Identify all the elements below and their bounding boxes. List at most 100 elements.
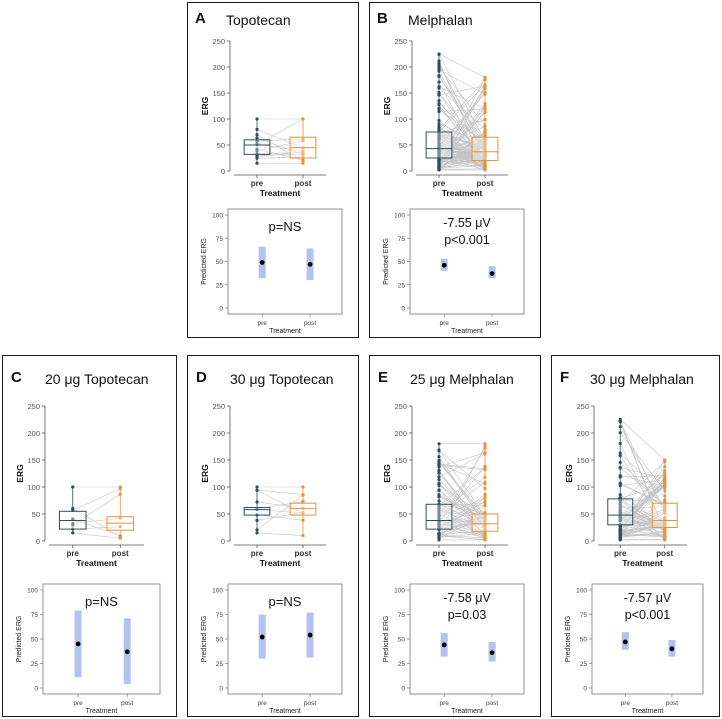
panel-a: A Topotecan 0 50 100 150 200 250 ERG pre post Tre… — [187, 2, 359, 338]
paired-line — [438, 77, 486, 166]
paired-line — [438, 87, 486, 130]
post-point — [483, 442, 487, 446]
pre-point — [255, 139, 259, 143]
x-tick-label: pre — [257, 320, 267, 327]
y-tick-label: 0 — [221, 167, 225, 176]
y-tick-label: 50 — [32, 510, 40, 519]
panel-d: D 30 μg Topotecan 0 50 100 150 200 250 ERG pre p… — [187, 355, 359, 717]
x-tick-label: pre — [439, 320, 449, 327]
predicted-plot-frame — [42, 583, 161, 695]
paired-line — [620, 534, 665, 537]
pre-point — [71, 517, 75, 521]
y-axis-label: ERG — [200, 464, 210, 483]
paired-line — [620, 466, 665, 526]
pre-point — [437, 505, 441, 509]
paired-line — [438, 79, 486, 130]
post-box — [471, 136, 499, 162]
paired-line — [438, 516, 486, 534]
y-tick-label: 0 — [583, 686, 587, 693]
y-axis-label: ERG — [564, 464, 574, 483]
x-tick-label: pre — [251, 549, 264, 558]
paired-line — [256, 156, 304, 159]
y-tick-label: 50 — [398, 259, 406, 266]
paired-line — [438, 134, 486, 165]
y-tick-label: 50 — [216, 259, 224, 266]
y-tick-label: 100 — [27, 483, 40, 492]
post-point — [483, 154, 487, 158]
pre-point — [437, 136, 441, 140]
panel-d-title: 30 μg Topotecan — [230, 371, 334, 387]
y-axis-label: Predicted ERG — [201, 616, 208, 663]
y-axis-label: ERG — [382, 464, 392, 483]
post-point — [118, 525, 122, 529]
paired-line — [438, 534, 486, 541]
paired-line — [438, 81, 486, 170]
paired-line — [438, 509, 486, 529]
panel-e: E 25 μg Melphalan 0 50 100 150 200 250 ERG pre p… — [369, 355, 541, 717]
post-point — [483, 515, 487, 519]
paired-line — [438, 510, 486, 519]
pre-point — [255, 147, 259, 151]
x-axis-label: Treatment — [632, 708, 664, 715]
y-axis-label: Predicted ERG — [383, 238, 390, 285]
paired-line — [438, 513, 486, 535]
post-point — [483, 139, 487, 144]
paired-line — [256, 511, 304, 521]
y-axis-label: ERG — [200, 96, 210, 115]
paired-line — [438, 467, 486, 507]
x-axis-label: Treatment — [451, 328, 483, 335]
effect-size-annotation: -7.57 μV — [624, 591, 672, 605]
significance-annotation: p=NS — [269, 219, 302, 234]
pre-point — [255, 531, 259, 535]
y-tick-label: 0 — [219, 686, 223, 693]
y-tick-label: 250 — [576, 402, 589, 411]
pre-point — [437, 507, 441, 512]
paired-line — [438, 75, 486, 153]
y-tick-label: 200 — [212, 63, 225, 72]
y-tick-label: 50 — [580, 637, 588, 644]
paired-line — [620, 479, 665, 530]
paired-line — [619, 455, 666, 525]
paired-line — [438, 452, 486, 468]
pre-box — [425, 503, 453, 530]
x-axis-label: Treatment — [442, 188, 483, 198]
x-tick-label: pre — [621, 700, 631, 707]
y-tick-label: 100 — [576, 588, 587, 595]
y-tick-label: 150 — [394, 456, 407, 465]
post-box — [289, 502, 317, 516]
predicted-plot-frame — [409, 583, 525, 695]
paired-line — [256, 532, 304, 536]
panel-b: B Melphalan 0 50 100 150 200 250 ERG pre post Tre… — [369, 2, 541, 338]
y-tick-label: 200 — [394, 63, 407, 72]
paired-line — [72, 518, 121, 537]
y-tick-label: 200 — [394, 429, 407, 438]
y-axis-label: Predicted ERG — [383, 616, 390, 663]
effect-size-annotation: -7.55 μV — [443, 216, 491, 230]
pre-point — [618, 515, 622, 519]
panel-a-title: Topotecan — [226, 12, 291, 28]
paired-line — [620, 475, 665, 478]
p-value-annotation: p=0.03 — [448, 608, 487, 622]
paired-line — [72, 493, 121, 526]
x-tick-label: pre — [73, 700, 83, 707]
y-tick-label: 0 — [401, 686, 405, 693]
x-tick-label: post — [486, 700, 498, 707]
paired-line — [72, 532, 121, 539]
y-tick-label: 25 — [398, 282, 406, 289]
y-tick-label: 25 — [31, 661, 39, 668]
y-tick-label: 25 — [216, 282, 224, 289]
pre-point — [618, 510, 622, 515]
y-tick-label: 75 — [31, 612, 39, 619]
x-axis-label: Treatment — [260, 188, 301, 198]
pre-point — [437, 151, 441, 155]
paired-line — [438, 53, 486, 78]
paired-line — [438, 469, 486, 539]
y-tick-label: 150 — [576, 456, 589, 465]
y-tick-label: 0 — [219, 306, 223, 313]
y-tick-label: 100 — [394, 588, 405, 595]
paired-line — [438, 483, 486, 536]
paired-line — [72, 517, 121, 524]
